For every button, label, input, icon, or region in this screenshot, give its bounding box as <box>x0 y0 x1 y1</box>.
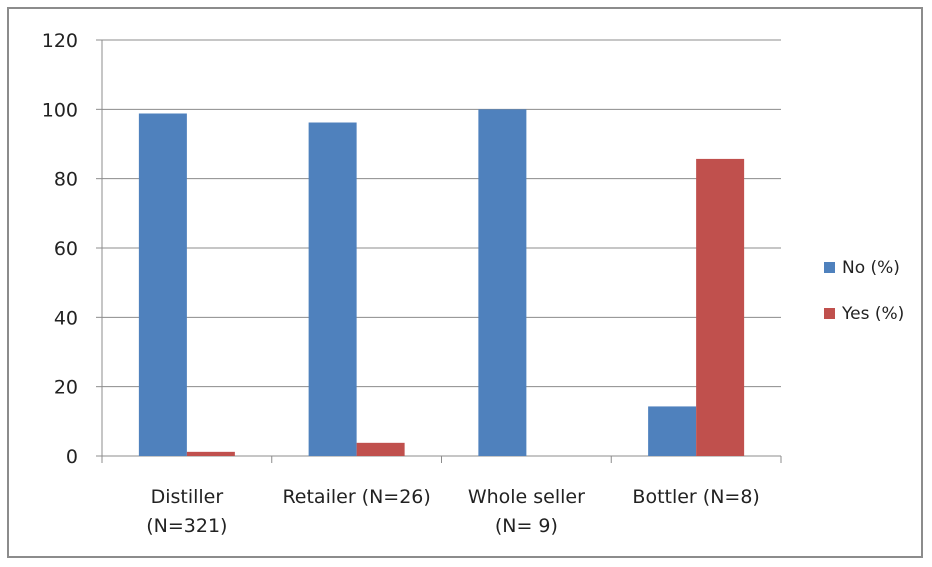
category-label: Distiller <box>151 486 224 508</box>
bar-no-2 <box>478 109 527 456</box>
y-tick-label: 80 <box>54 169 78 191</box>
legend-label-0: No (%) <box>842 258 900 278</box>
category-label: Bottler (N=8) <box>632 486 759 508</box>
bar-no-1 <box>308 122 357 457</box>
legend-swatch-0 <box>824 262 835 273</box>
y-tick-label: 40 <box>54 307 78 329</box>
bar-yes-0 <box>186 451 235 456</box>
y-tick-label: 120 <box>42 30 78 52</box>
bar-yes-1 <box>356 442 405 456</box>
category-label: (N= 9) <box>495 515 558 537</box>
y-tick-label: 60 <box>54 238 78 260</box>
legend-swatch-1 <box>824 308 835 319</box>
legend-label-1: Yes (%) <box>841 304 904 324</box>
y-tick-label: 100 <box>42 99 78 121</box>
bar-no-3 <box>648 406 697 456</box>
bar-no-0 <box>138 113 187 456</box>
category-label: (N=321) <box>146 515 227 537</box>
y-tick-label: 0 <box>66 446 78 468</box>
y-tick-label: 20 <box>54 377 78 399</box>
category-label: Whole seller <box>468 486 585 508</box>
category-label: Retailer (N=26) <box>282 486 430 508</box>
bar-yes-3 <box>696 158 745 456</box>
